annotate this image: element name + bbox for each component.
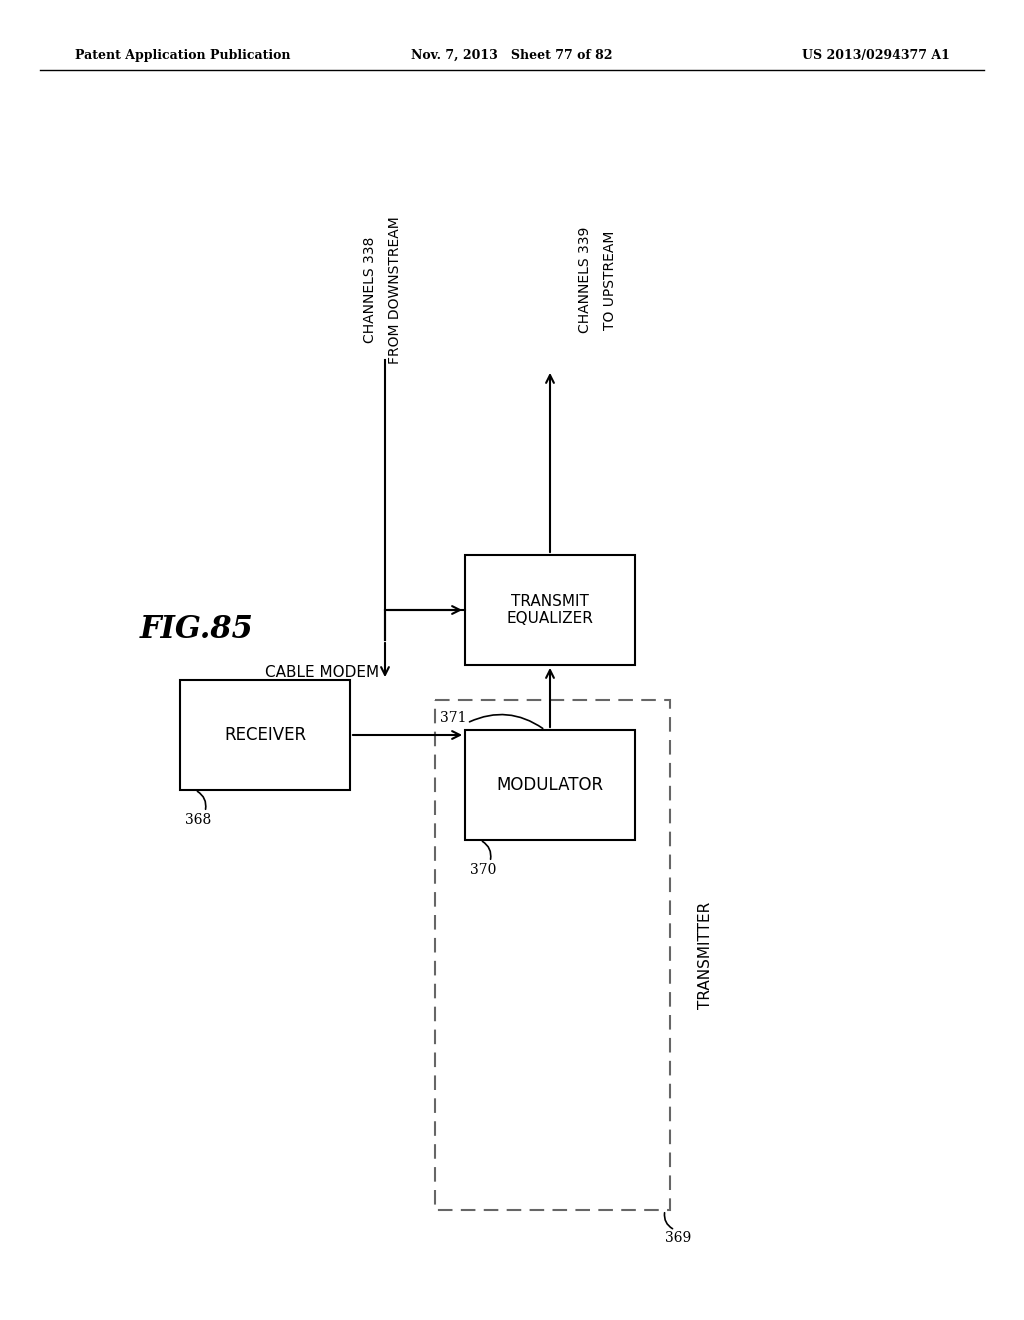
- Bar: [180, 680, 350, 789]
- Text: TRANSMIT: TRANSMIT: [511, 594, 589, 610]
- Text: 370: 370: [470, 863, 497, 876]
- Text: 368: 368: [185, 813, 211, 828]
- Text: EQUALIZER: EQUALIZER: [507, 611, 594, 626]
- Bar: [465, 730, 635, 840]
- Text: FIG.85: FIG.85: [140, 615, 254, 645]
- Bar: [435, 700, 670, 1210]
- Text: US 2013/0294377 A1: US 2013/0294377 A1: [802, 49, 950, 62]
- Text: FROM DOWNSTREAM: FROM DOWNSTREAM: [388, 216, 402, 364]
- Text: Nov. 7, 2013   Sheet 77 of 82: Nov. 7, 2013 Sheet 77 of 82: [412, 49, 612, 62]
- Bar: [465, 554, 635, 665]
- Text: TO UPSTREAM: TO UPSTREAM: [603, 230, 617, 330]
- Text: CHANNELS 339: CHANNELS 339: [578, 227, 592, 333]
- Text: 371: 371: [440, 711, 467, 725]
- Text: Patent Application Publication: Patent Application Publication: [75, 49, 291, 62]
- Text: CABLE MODEM: CABLE MODEM: [265, 665, 379, 680]
- Text: MODULATOR: MODULATOR: [497, 776, 603, 795]
- Text: TRANSMITTER: TRANSMITTER: [697, 902, 713, 1008]
- Text: RECEIVER: RECEIVER: [224, 726, 306, 744]
- Text: CHANNELS 338: CHANNELS 338: [362, 236, 377, 343]
- Text: 369: 369: [665, 1232, 691, 1245]
